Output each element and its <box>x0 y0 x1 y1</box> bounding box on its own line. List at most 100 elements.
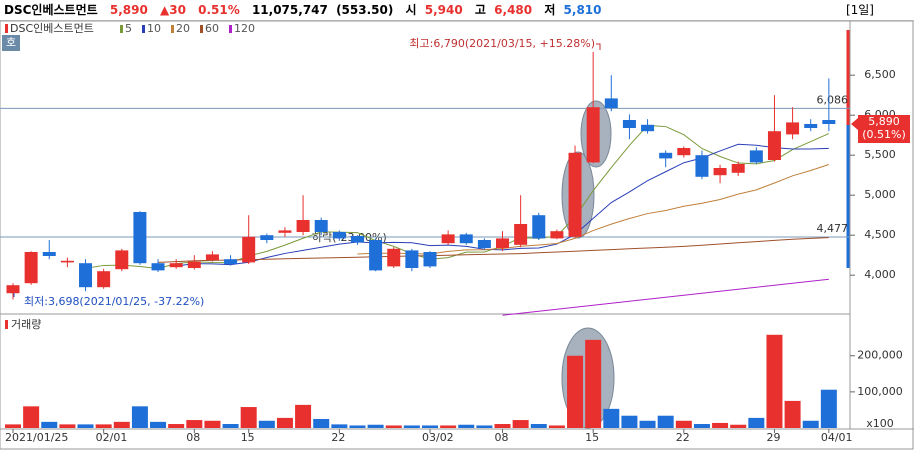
legend-label: 10 <box>147 22 161 35</box>
volume-bar <box>730 424 747 428</box>
volume-bar <box>331 424 348 428</box>
x-tick-label: 02/01 <box>96 431 128 444</box>
volume-bar <box>5 424 21 428</box>
candle-body <box>641 124 655 132</box>
last-rate-label: (0.51%) <box>862 128 906 141</box>
volume-bar <box>621 415 638 428</box>
x-tick-label: 08 <box>495 431 509 444</box>
legend-label: 60 <box>205 22 219 35</box>
candle-body <box>568 152 582 237</box>
candle-body <box>115 250 129 270</box>
candle-body <box>332 232 346 239</box>
volume-bar <box>222 424 239 428</box>
legend-marker <box>5 24 8 33</box>
y-tick-label: 5,500 <box>864 148 896 161</box>
candle-body <box>550 231 564 239</box>
x-tick-label: 03/02 <box>422 431 454 444</box>
candle-body <box>369 240 383 271</box>
candle-body <box>622 120 636 128</box>
high: 6,480 <box>494 3 533 17</box>
volume-bar <box>748 417 765 428</box>
candle-body <box>713 168 727 176</box>
volume-bar <box>712 422 729 428</box>
volume-bar <box>567 355 584 428</box>
candle-body <box>586 107 600 163</box>
volume-title: 거래량 <box>11 318 41 331</box>
candle-body <box>296 220 310 232</box>
volume-bar <box>820 389 837 428</box>
volume-bar <box>186 420 203 428</box>
candle-body <box>731 164 745 173</box>
candle-body <box>477 240 491 248</box>
candle-body <box>767 131 781 160</box>
volume-bar <box>385 425 402 428</box>
candle-body <box>314 220 328 232</box>
candle-body <box>6 285 20 294</box>
amount: (553.50) <box>336 3 394 17</box>
volume-bar <box>458 424 475 428</box>
tag[interactable]: 호 <box>6 36 16 49</box>
volume-bar <box>77 424 94 428</box>
x-tick-label: 04/01 <box>821 431 853 444</box>
candle-body <box>459 234 473 244</box>
legend-label: 5 <box>125 22 132 35</box>
y-tick-label: 200,000 <box>857 349 903 362</box>
candle-body <box>169 263 183 268</box>
candle-body <box>387 248 401 267</box>
x-tick-label: 2021/01/25 <box>5 431 68 444</box>
candle-body <box>441 234 455 244</box>
max-arrow <box>596 43 601 50</box>
candle-body <box>786 122 800 135</box>
legend-label: 20 <box>176 22 190 35</box>
volume-bar <box>548 425 565 428</box>
candle-body <box>749 150 763 163</box>
volume: 11,075,747 <box>251 3 328 17</box>
candle-body <box>804 124 818 128</box>
candle-body <box>532 215 546 239</box>
volume-bar <box>476 425 493 428</box>
low: 5,810 <box>563 3 602 17</box>
legend-label: 120 <box>234 22 255 35</box>
reference-label: 4,477 <box>817 222 849 235</box>
x-tick-label: 22 <box>676 431 690 444</box>
x-tick-label: 15 <box>241 431 255 444</box>
volume-bar <box>603 408 620 428</box>
candle-body <box>79 263 93 288</box>
tag-box[interactable] <box>2 35 20 51</box>
reference-label: 6,086 <box>817 93 849 106</box>
moving-average <box>85 124 830 269</box>
volume-unit: x100 <box>866 417 894 430</box>
legend-marker <box>171 25 174 33</box>
volume-bar <box>494 424 511 428</box>
volume-bar <box>512 420 529 428</box>
y-tick-label: 4,000 <box>864 268 896 281</box>
x-tick-label: 08 <box>186 431 200 444</box>
price: 5,890 <box>109 3 148 17</box>
volume-bar <box>23 406 40 428</box>
volume-bar <box>95 424 112 428</box>
candle-body <box>97 271 111 288</box>
volume-bar <box>784 400 801 428</box>
volume-bar <box>258 420 275 428</box>
y-tick-label: 4,500 <box>864 228 896 241</box>
candle-body <box>205 254 219 260</box>
volume-bar <box>802 420 819 428</box>
candle-body <box>260 235 274 240</box>
candle-body <box>350 236 364 243</box>
volume-bar <box>530 424 547 428</box>
high-label: 고 <box>474 3 486 17</box>
candle-body <box>42 252 56 256</box>
y-tick-label: 5,000 <box>864 188 896 201</box>
candle-body <box>187 261 201 268</box>
period[interactable]: [1일] <box>845 3 874 17</box>
stock-name: DSC인베스트먼트 <box>4 3 98 17</box>
candle-body <box>242 236 256 263</box>
volume-bar <box>276 417 293 428</box>
candle-body <box>496 238 510 248</box>
y-tick-label: 6,500 <box>864 68 896 81</box>
volume-bar <box>113 421 130 428</box>
volume-bar <box>295 404 312 428</box>
volume-bar <box>168 424 185 428</box>
candle-body <box>278 230 292 233</box>
